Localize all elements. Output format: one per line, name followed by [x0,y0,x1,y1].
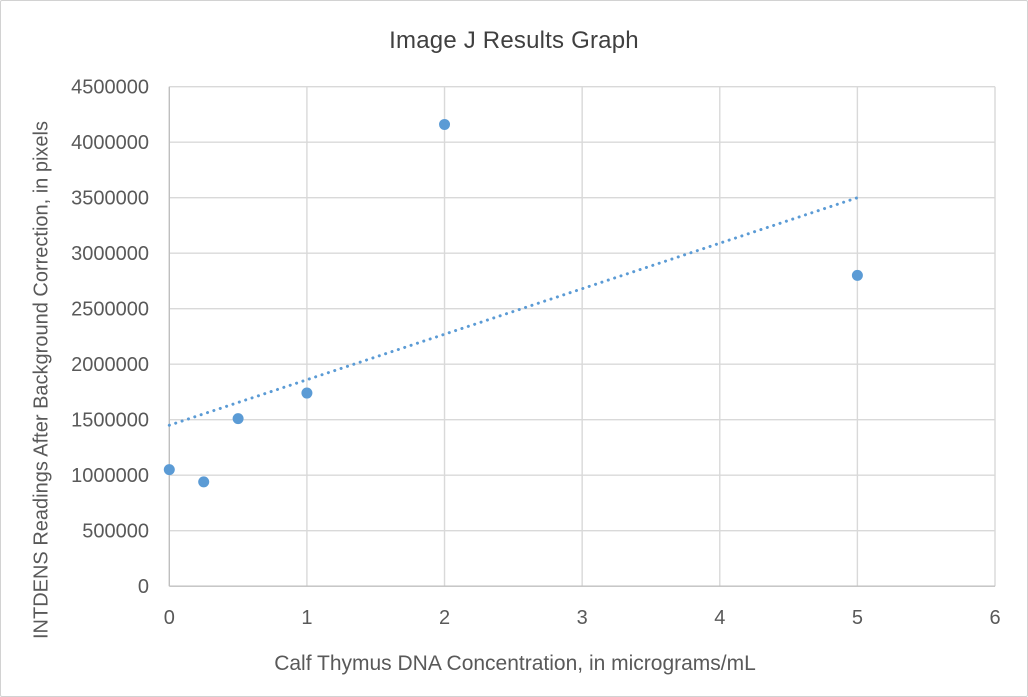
data-point [198,476,210,488]
chart-title: Image J Results Graph [389,27,639,54]
y-tick-label: 4500000 [71,77,149,99]
y-tick-label: 1000000 [71,465,149,487]
data-point [232,413,244,425]
y-tick-label: 2000000 [71,354,149,376]
y-tick-label: 2500000 [71,299,149,321]
data-point [301,387,313,399]
data-point [851,269,863,281]
data-point [439,118,451,130]
y-tick-label: 4000000 [71,132,149,154]
data-point [163,464,175,476]
x-tick-label: 4 [714,607,725,629]
y-tick-label: 500000 [82,521,149,543]
x-tick-label: 0 [164,607,175,629]
trendline [167,196,859,427]
x-tick-label: 6 [989,607,1000,629]
y-tick-label: 3000000 [71,243,149,265]
x-tick-label: 1 [301,607,312,629]
x-tick-label: 5 [852,607,863,629]
y-tick-label: 3500000 [71,188,149,210]
x-tick-label: 3 [577,607,588,629]
y-tick-label: 1500000 [71,410,149,432]
x-axis-title: Calf Thymus DNA Concentration, in microg… [274,652,756,675]
x-tick-label: 2 [439,607,450,629]
y-tick-label: 0 [138,576,149,598]
